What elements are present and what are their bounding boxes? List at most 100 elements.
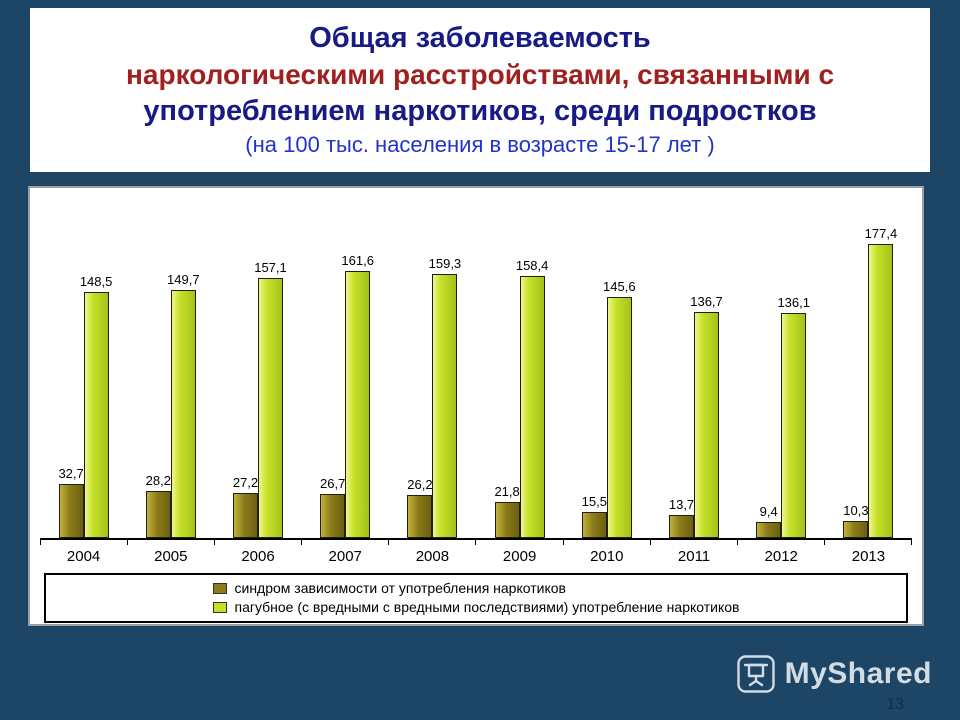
bar-rect <box>606 297 632 538</box>
bar-value-label: 136,7 <box>690 293 723 309</box>
projector-screen-icon <box>736 655 775 693</box>
legend-item-2: пагубное (с вредными с вредными последст… <box>212 598 740 617</box>
bar-value-label: 27,2 <box>232 475 259 490</box>
bar-value-label: 13,7 <box>668 497 695 513</box>
category-label-2013: 2013 <box>851 548 886 565</box>
watermark-text: MyShared <box>784 657 932 690</box>
bar-2006-series1: 27,2 <box>233 475 258 538</box>
bar-value-label: 148,5 <box>79 274 113 290</box>
title-subtitle: (на 100 тыс. населения в возрасте 15-17 … <box>245 132 715 158</box>
bar-value-label: 32,7 <box>58 465 84 481</box>
legend-label-series1: синдром зависимости от употребления нарк… <box>234 580 566 596</box>
bar-group-2009: 21,8 158,4 <box>476 258 563 538</box>
bar-rect <box>694 311 720 538</box>
legend-item-1: синдром зависимости от употребления нарк… <box>212 579 740 598</box>
bar-value-label: 145,6 <box>603 279 636 294</box>
bar-value-label: 149,7 <box>167 272 200 288</box>
title-line-2: наркологическими расстройствами, связанн… <box>125 59 835 91</box>
title-line-1: Общая заболеваемость <box>309 22 651 55</box>
axis-tick <box>40 540 129 545</box>
category-label-2010: 2010 <box>590 548 624 565</box>
axis-tick <box>389 540 477 545</box>
axis-tick <box>651 540 738 545</box>
bar-group-2005: 28,2 149,7 <box>127 272 214 538</box>
category-label-2006: 2006 <box>241 548 275 565</box>
bar-value-label: 157,1 <box>254 259 287 275</box>
bar-2010-series1: 15,5 <box>581 494 607 538</box>
bar-rect <box>669 515 695 538</box>
axis-tick <box>476 540 564 545</box>
bar-rect <box>756 522 782 538</box>
bar-rect <box>145 491 171 538</box>
bar-value-label: 10,3 <box>843 502 869 518</box>
legend-swatch-series2 <box>212 602 227 613</box>
bar-group-2010: 15,5 145,6 <box>563 279 650 538</box>
bar-value-label: 26,2 <box>407 476 433 492</box>
bar-rect <box>58 483 84 538</box>
bar-value-label: 9,4 <box>759 504 778 520</box>
bar-2008-series2: 159,3 <box>429 256 461 538</box>
bar-2007-series2: 161,6 <box>341 253 374 538</box>
bar-2009-series2: 158,4 <box>516 258 548 538</box>
bar-2007-series1: 26,7 <box>320 476 346 538</box>
category-axis: 2004 2005 2006 2007 2008 2009 2010 2011 2012 2013 <box>40 545 912 569</box>
bar-rect <box>83 292 109 538</box>
bar-group-2013: 10,3 177,4 <box>825 226 912 538</box>
plot-area: 32,7 148,5 28,2 149,7 27,2 157,1 26,7 161,6 26,2… <box>40 194 912 540</box>
axis-tick <box>215 540 303 545</box>
bar-2004-series1: 32,7 <box>58 466 84 538</box>
bar-2012-series2: 136,1 <box>777 295 810 538</box>
page-number: 13 <box>886 696 904 713</box>
bar-rect <box>345 270 371 538</box>
slide-title-block: Общая заболеваемость наркологическими ра… <box>30 8 930 172</box>
bar-rect <box>258 277 283 538</box>
bar-group-2012: 9,4 136,1 <box>738 295 825 538</box>
bar-2005-series2: 149,7 <box>167 272 200 538</box>
bar-rect <box>843 520 869 538</box>
bar-2011-series1: 13,7 <box>669 497 695 538</box>
category-label-2004: 2004 <box>66 548 101 565</box>
bar-value-label: 136,1 <box>777 294 810 310</box>
category-label-2007: 2007 <box>328 548 362 565</box>
bar-2008-series1: 26,2 <box>407 477 433 538</box>
bar-2006-series2: 157,1 <box>254 260 287 538</box>
bar-value-label: 159,3 <box>428 256 462 272</box>
bar-rect <box>494 501 520 538</box>
bar-value-label: 28,2 <box>145 473 171 489</box>
myshared-watermark: MyShared <box>736 654 932 694</box>
bar-2013-series1: 10,3 <box>843 503 869 538</box>
title-line-3: употреблением наркотиков, среди подростк… <box>143 95 817 128</box>
axis-tick <box>128 540 216 545</box>
axis-tick <box>825 540 912 545</box>
bar-2010-series2: 145,6 <box>603 279 636 538</box>
bar-2012-series1: 9,4 <box>756 504 782 538</box>
bar-value-label: 161,6 <box>341 252 374 268</box>
bar-group-2004: 32,7 148,5 <box>40 274 127 538</box>
category-label-2005: 2005 <box>154 548 188 565</box>
bar-value-label: 15,5 <box>581 494 607 510</box>
chart: 32,7 148,5 28,2 149,7 27,2 157,1 26,7 161,6 26,2… <box>28 186 924 626</box>
bar-value-label: 21,8 <box>494 483 520 499</box>
bar-rect <box>581 512 607 538</box>
axis-ticks <box>40 540 912 545</box>
bar-value-label: 158,4 <box>515 257 549 273</box>
legend: синдром зависимости от употребления нарк… <box>44 573 908 623</box>
axis-tick <box>738 540 825 545</box>
category-label-2011: 2011 <box>677 548 711 565</box>
bar-group-2006: 27,2 157,1 <box>214 260 301 538</box>
bar-rect <box>320 493 346 538</box>
bar-rect <box>432 274 458 538</box>
category-label-2008: 2008 <box>415 548 450 565</box>
axis-tick <box>302 540 390 545</box>
bar-2013-series2: 177,4 <box>865 226 897 538</box>
bar-value-label: 26,7 <box>320 475 346 491</box>
legend-label-series2: пагубное (с вредными с вредными последст… <box>234 599 740 615</box>
category-label-2009: 2009 <box>502 548 537 565</box>
bar-rect <box>868 244 894 538</box>
bar-rect <box>407 494 433 538</box>
bar-2011-series2: 136,7 <box>690 294 723 538</box>
bar-rect <box>519 275 545 538</box>
bar-group-2008: 26,2 159,3 <box>389 256 476 538</box>
bar-rect <box>781 312 807 538</box>
